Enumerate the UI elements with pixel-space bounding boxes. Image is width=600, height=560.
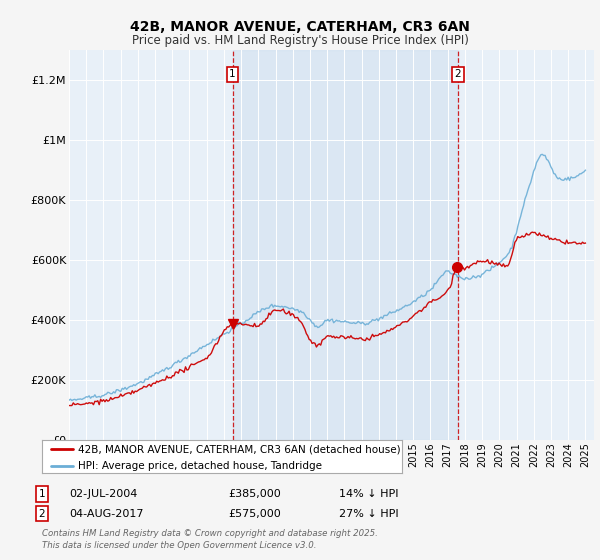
Text: 14% ↓ HPI: 14% ↓ HPI	[339, 489, 398, 499]
Text: 04-AUG-2017: 04-AUG-2017	[69, 508, 143, 519]
Text: 42B, MANOR AVENUE, CATERHAM, CR3 6AN: 42B, MANOR AVENUE, CATERHAM, CR3 6AN	[130, 20, 470, 34]
Text: 42B, MANOR AVENUE, CATERHAM, CR3 6AN (detached house): 42B, MANOR AVENUE, CATERHAM, CR3 6AN (de…	[78, 444, 401, 454]
Text: Price paid vs. HM Land Registry's House Price Index (HPI): Price paid vs. HM Land Registry's House …	[131, 34, 469, 46]
Text: 2: 2	[38, 508, 46, 519]
Text: 02-JUL-2004: 02-JUL-2004	[69, 489, 137, 499]
Text: 1: 1	[38, 489, 46, 499]
Text: HPI: Average price, detached house, Tandridge: HPI: Average price, detached house, Tand…	[78, 461, 322, 471]
Text: 1: 1	[229, 69, 236, 80]
Text: £385,000: £385,000	[228, 489, 281, 499]
Bar	[233, 50, 458, 440]
Text: Contains HM Land Registry data © Crown copyright and database right 2025.
This d: Contains HM Land Registry data © Crown c…	[42, 529, 378, 550]
Text: 2: 2	[454, 69, 461, 80]
Text: £575,000: £575,000	[228, 508, 281, 519]
Text: 27% ↓ HPI: 27% ↓ HPI	[339, 508, 398, 519]
